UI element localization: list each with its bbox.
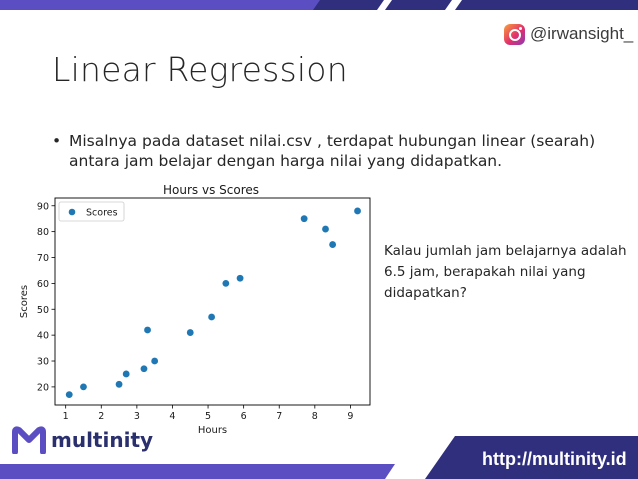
y-axis: 20 30 40 50 60 70 80 90 bbox=[37, 201, 55, 393]
top-stripe-purple bbox=[0, 0, 320, 10]
y-tick-label: 80 bbox=[37, 227, 49, 238]
data-point bbox=[236, 274, 244, 282]
instagram-handle-text: @irwansight_ bbox=[530, 24, 634, 43]
x-tick-label: 4 bbox=[169, 411, 175, 422]
x-tick-label: 1 bbox=[63, 411, 69, 422]
data-point bbox=[80, 383, 87, 391]
bullet-text-line-1: Misalnya pada dataset nilai.csv , terdap… bbox=[69, 132, 596, 150]
top-stripe-navy-1 bbox=[313, 0, 384, 10]
data-point bbox=[122, 370, 130, 378]
data-point bbox=[140, 365, 148, 373]
y-tick-label: 90 bbox=[37, 201, 49, 212]
bottom-stripe-purple bbox=[0, 464, 395, 479]
legend-label: Scores bbox=[86, 208, 118, 219]
legend: Scores bbox=[58, 201, 125, 222]
x-tick-label: 7 bbox=[276, 411, 282, 422]
x-axis: 1 2 3 4 5 6 7 8 9 bbox=[63, 405, 353, 422]
data-point bbox=[322, 225, 329, 233]
y-axis-label: Scores bbox=[19, 285, 30, 318]
bullet-text: Misalnya pada dataset nilai.csv , terdap… bbox=[69, 131, 609, 171]
y-tick-label: 30 bbox=[37, 357, 49, 368]
bullet-text-line-2: antara jam belajar dengan harga nilai ya… bbox=[69, 152, 503, 170]
x-tick-label: 5 bbox=[205, 411, 211, 422]
multinity-logo: multinity bbox=[12, 426, 153, 454]
data-point bbox=[300, 215, 308, 223]
question-line-1: Kalau jumlah jam belajarnya adalah bbox=[384, 243, 627, 259]
data-points bbox=[65, 207, 361, 399]
bullet-dot: • bbox=[52, 132, 62, 150]
legend-marker bbox=[68, 208, 76, 216]
bottom-stripe-navy bbox=[425, 436, 638, 479]
y-tick-label: 70 bbox=[37, 253, 49, 264]
multinity-logo-text: multinity bbox=[51, 428, 154, 452]
legend-box bbox=[58, 201, 125, 222]
x-tick-label: 9 bbox=[347, 411, 353, 422]
data-point bbox=[222, 279, 230, 287]
x-tick-label: 8 bbox=[312, 411, 318, 422]
x-tick-label: 3 bbox=[134, 411, 140, 422]
top-stripe-navy-3 bbox=[455, 0, 638, 10]
question-line-2: 6.5 jam, berapakah nilai yang bbox=[384, 264, 586, 280]
data-point bbox=[186, 329, 194, 336]
data-point bbox=[65, 391, 73, 399]
bottom-bar bbox=[0, 436, 638, 479]
x-axis-label: Hours bbox=[198, 425, 227, 436]
data-point bbox=[329, 241, 337, 248]
question-line-3: didapatkan? bbox=[384, 285, 467, 301]
y-tick-label: 20 bbox=[37, 382, 49, 393]
slide-title: Linear Regression bbox=[52, 50, 348, 89]
data-point bbox=[115, 380, 123, 388]
instagram-icon bbox=[504, 23, 525, 45]
question-text: Kalau jumlah jam belajarnya adalah 6.5 j… bbox=[384, 241, 634, 304]
data-point bbox=[354, 207, 361, 215]
y-tick-label: 50 bbox=[37, 305, 49, 316]
footer-url: http://multinity.id bbox=[482, 449, 627, 469]
x-tick-label: 2 bbox=[98, 411, 104, 422]
data-point bbox=[144, 326, 151, 334]
data-point bbox=[151, 357, 159, 365]
data-point bbox=[208, 313, 216, 321]
top-stripe-bar bbox=[0, 0, 638, 10]
scatter-chart: Hours vs Scores 1 2 3 4 5 6 7 8 9 20 30 40 50 60 70 80… bbox=[19, 183, 371, 436]
y-tick-label: 40 bbox=[37, 331, 49, 342]
multinity-logo-mark-icon bbox=[12, 426, 46, 454]
instagram-handle: @irwansight_ bbox=[504, 22, 633, 46]
chart-title: Hours vs Scores bbox=[163, 183, 259, 197]
plot-frame bbox=[54, 197, 371, 406]
y-tick-label: 60 bbox=[37, 279, 49, 290]
x-tick-label: 6 bbox=[241, 411, 247, 422]
top-stripe-navy-2 bbox=[385, 0, 452, 10]
